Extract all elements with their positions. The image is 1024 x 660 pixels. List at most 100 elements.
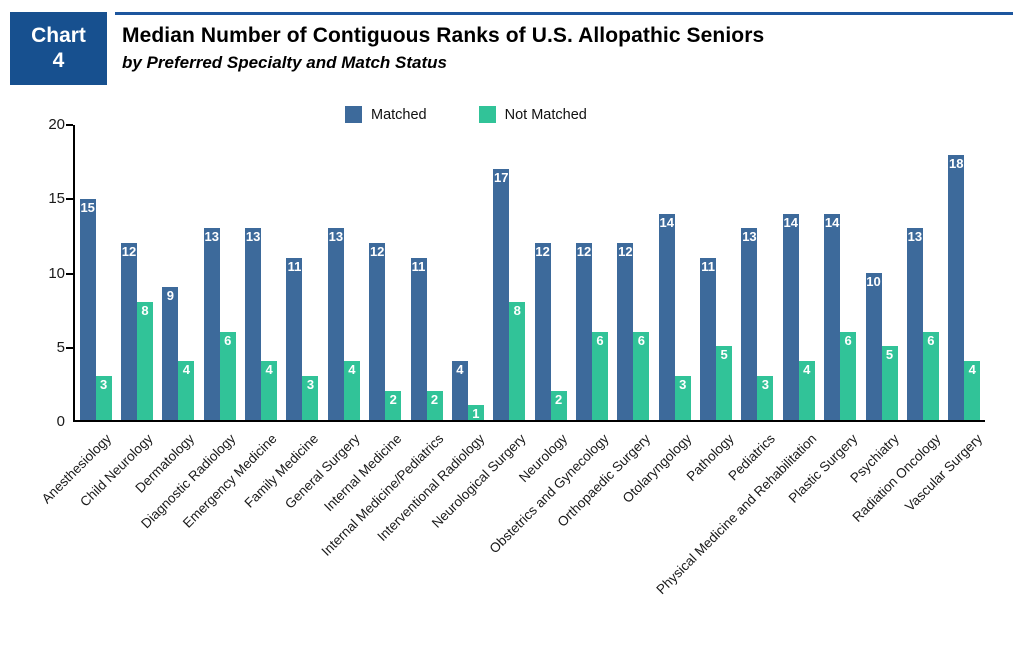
bar-not-matched: 6 (840, 331, 857, 420)
bar-not-matched: 8 (137, 302, 154, 420)
bar-matched: 12 (575, 243, 592, 420)
x-axis-label: Family Medicine (242, 431, 322, 511)
bar-group: 12 2 (530, 125, 571, 420)
bar-not-matched: 6 (633, 331, 650, 420)
bar-not-matched: 3 (674, 375, 691, 420)
bar-not-matched: 6 (922, 331, 939, 420)
bar-not-matched: 2 (426, 390, 443, 420)
bar-value-label: 11 (287, 258, 302, 274)
bar-value-label: 2 (430, 391, 439, 407)
bar-not-matched: 8 (509, 302, 526, 420)
bar-value-label: 17 (494, 170, 509, 186)
bar-value-label: 1 (472, 406, 480, 422)
bar-group: 17 8 (489, 125, 530, 420)
bar-matched: 12 (369, 243, 386, 420)
bar-value-label: 13 (245, 229, 261, 245)
chart-number-badge: Chart 4 (10, 12, 107, 85)
bar-matched: 17 (493, 169, 510, 420)
bar-not-matched: 4 (261, 361, 278, 420)
bar-value-label: 11 (411, 258, 426, 274)
bar-value-label: 12 (535, 244, 550, 259)
bar-not-matched: 5 (716, 346, 733, 420)
bar-group: 13 4 (240, 125, 281, 420)
bar-value-label: 6 (596, 332, 604, 348)
bar-matched: 11 (410, 257, 427, 420)
bar-group: 13 4 (323, 125, 364, 420)
bar-value-label: 3 (761, 376, 770, 392)
bar-matched: 18 (948, 154, 965, 420)
bar-matched: 13 (327, 228, 344, 420)
bar-group: 15 3 (75, 125, 116, 420)
bar-matched: 11 (286, 257, 303, 420)
bar-value-label: 14 (824, 214, 840, 230)
bar-not-matched: 4 (178, 361, 195, 420)
chart-legend: Matched Not Matched (345, 106, 587, 123)
legend-item-not-matched: Not Matched (478, 106, 587, 123)
y-axis-tick-label: 20 (48, 116, 65, 133)
bar-value-label: 6 (927, 332, 935, 348)
legend-label-matched: Matched (371, 106, 427, 123)
bar-value-label: 8 (141, 303, 149, 318)
bar-not-matched: 2 (385, 390, 402, 420)
bar-value-label: 13 (907, 229, 923, 245)
chart-number-word: Chart (31, 24, 86, 48)
y-axis-tick-label: 10 (48, 264, 65, 282)
bar-group: 13 6 (199, 125, 240, 420)
bar-group: 14 6 (819, 125, 860, 420)
bar-value-label: 14 (659, 214, 674, 230)
bar-matched: 13 (741, 228, 758, 420)
bar-group: 12 2 (365, 125, 406, 420)
x-axis-label: Child Neurology (77, 431, 156, 510)
bar-not-matched: 3 (302, 375, 319, 420)
bar-not-matched: 5 (881, 346, 898, 420)
bar-value-label: 6 (224, 332, 232, 348)
bar-matched: 4 (451, 361, 468, 420)
bar-group: 12 6 (571, 125, 612, 420)
bar-matched: 15 (79, 198, 96, 420)
bar-value-label: 11 (701, 258, 715, 274)
legend-item-matched: Matched (345, 106, 427, 123)
bar-matched: 9 (162, 287, 179, 420)
chart-title: Median Number of Contiguous Ranks of U.S… (122, 24, 765, 47)
bar-group: 13 3 (737, 125, 778, 420)
y-axis-tick-mark (66, 198, 73, 201)
bar-value-label: 3 (100, 376, 108, 392)
bar-value-label: 13 (204, 229, 219, 245)
bar-group: 11 3 (282, 125, 323, 420)
bar-group: 18 4 (944, 125, 985, 420)
bar-value-label: 4 (803, 362, 811, 377)
bar-value-label: 4 (182, 362, 190, 377)
bar-matched: 13 (906, 228, 923, 420)
bar-value-label: 3 (306, 376, 315, 392)
bar-value-label: 12 (576, 244, 592, 259)
bar-value-label: 13 (742, 229, 757, 245)
x-axis-label: Internal Medicine (321, 431, 405, 515)
bar-value-label: 4 (968, 362, 976, 377)
bar-group: 14 3 (654, 125, 695, 420)
bar-value-label: 4 (456, 362, 464, 377)
bar-group: 11 5 (695, 125, 736, 420)
bar-matched: 12 (121, 243, 138, 420)
bar-value-label: 5 (720, 347, 728, 363)
y-axis-tick-mark (66, 124, 73, 126)
bar-value-label: 12 (618, 244, 633, 259)
bar-value-label: 18 (948, 155, 964, 171)
x-axis-label: Vascular Surgery (901, 431, 985, 515)
bar-group: 11 2 (406, 125, 447, 420)
bar-value-label: 12 (121, 244, 137, 259)
matched-swatch-icon (345, 106, 362, 123)
chart-subtitle: by Preferred Specialty and Match Status (122, 53, 447, 72)
bar-series-container: 15 3 12 8 9 4 13 6 13 4 11 3 13 4 12 2 11 2 4 1 17 8 12 2 12 6 12 6… (75, 125, 985, 422)
bar-not-matched: 4 (343, 361, 360, 420)
chart-number-digit: 4 (52, 48, 65, 72)
bar-not-matched: 4 (798, 361, 815, 420)
bar-not-matched: 6 (219, 331, 236, 420)
bar-value-label: 2 (555, 391, 563, 407)
y-axis-tick-label: 0 (56, 413, 65, 430)
bar-not-matched: 6 (591, 331, 608, 420)
bar-value-label: 12 (369, 244, 385, 259)
bar-not-matched: 2 (550, 390, 567, 420)
